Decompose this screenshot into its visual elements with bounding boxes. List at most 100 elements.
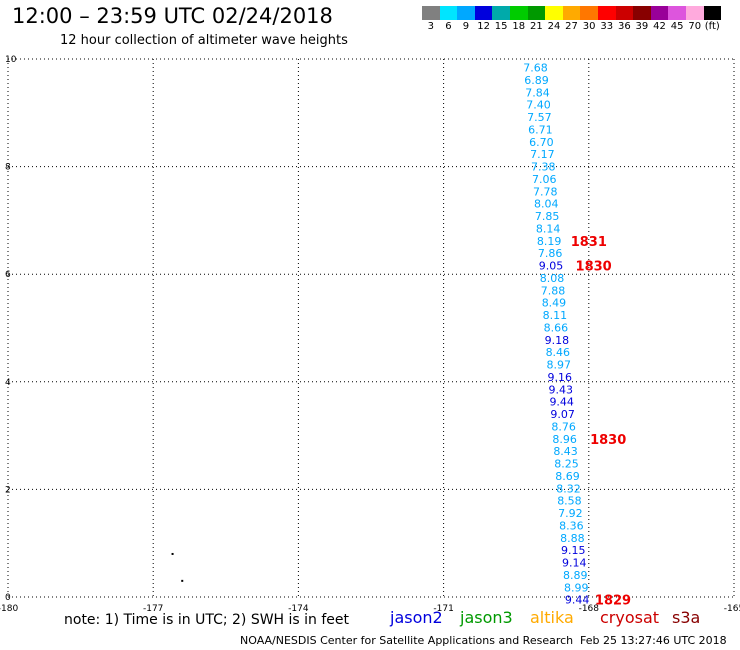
- wave-height-point: 8.36: [559, 519, 584, 532]
- y-tick-label: 10: [5, 55, 17, 65]
- x-tick-label: -174: [288, 604, 309, 614]
- y-tick-label: 0: [5, 593, 11, 603]
- x-tick-label: -168: [579, 604, 600, 614]
- satellite-name-cryosat: cryosat: [600, 608, 660, 627]
- wave-height-point: 7.17: [530, 148, 555, 161]
- legend-label: 24: [547, 21, 561, 32]
- time-label: 1830: [590, 433, 626, 448]
- wave-height-point: 9.44: [549, 396, 574, 409]
- legend-swatch: [685, 6, 704, 20]
- wave-height-point: 6.89: [524, 74, 549, 87]
- legend-label: 15: [494, 21, 508, 32]
- legend-swatch: [492, 6, 510, 20]
- wave-height-point: 9.16: [548, 371, 573, 384]
- track-marker: [181, 579, 184, 582]
- legend-swatch: [703, 6, 722, 20]
- wave-height-point: 9.43: [548, 383, 573, 396]
- wave-height-point: 8.43: [553, 445, 578, 458]
- legend-label: 30: [582, 21, 596, 32]
- legend-label: 9: [462, 21, 470, 32]
- wave-height-point: 7.84: [525, 86, 550, 99]
- y-tick-label: 6: [5, 270, 11, 280]
- color-legend: 3 6 9 12 15 18 21 24 27 30 33 36 39 42 45 70 (ft): [422, 6, 722, 32]
- legend-label: 33: [600, 21, 614, 32]
- y-tick-label: 4: [5, 378, 11, 388]
- wave-height-point: 8.49: [542, 297, 567, 310]
- wave-height-point: 8.11: [543, 309, 568, 322]
- wave-height-point: 7.92: [558, 507, 583, 520]
- timestamp-text: Feb 25 13:27:46 UTC 2018: [580, 634, 727, 647]
- wave-height-point: 8.76: [551, 420, 576, 433]
- legend-label: 39: [635, 21, 649, 32]
- wave-height-point: 9.44: [565, 594, 590, 607]
- wave-height-point: 8.58: [557, 495, 582, 508]
- legend-label: 36: [617, 21, 631, 32]
- legend-swatches: [422, 6, 722, 20]
- wave-height-point: 8.96: [552, 433, 577, 446]
- legend-label: 3: [427, 21, 434, 32]
- legend-swatch: [545, 6, 563, 20]
- credit-text: NOAA/NESDIS Center for Satellite Applica…: [240, 634, 574, 647]
- legend-swatch: [650, 6, 669, 20]
- x-tick-label: -177: [143, 604, 163, 614]
- y-tick-label: 2: [5, 485, 11, 495]
- wave-height-point: 8.89: [563, 569, 588, 582]
- wave-height-point: 7.86: [538, 247, 563, 260]
- legend-swatch: [457, 6, 475, 20]
- time-label: 1829: [595, 594, 631, 609]
- legend-label: 27: [565, 21, 578, 32]
- wave-height-point: 6.70: [529, 136, 554, 149]
- x-tick-label: -165: [724, 604, 740, 614]
- wave-height-point: 8.14: [536, 222, 561, 235]
- wave-height-point: 7.88: [541, 284, 566, 297]
- wave-height-point: 8.04: [534, 198, 559, 211]
- page-title: 12:00 – 23:59 UTC 02/24/2018: [12, 4, 333, 28]
- satellite-name-jason3: jason3: [460, 608, 513, 627]
- legend-swatch: [615, 6, 634, 20]
- wave-height-point: 8.19: [537, 235, 562, 248]
- wave-height-point: 7.68: [523, 62, 548, 75]
- wave-height-point: 8.08: [540, 272, 565, 285]
- wave-height-point: 6.71: [528, 123, 553, 136]
- wave-height-point: 8.32: [556, 482, 581, 495]
- legend-swatch: [633, 6, 651, 20]
- x-tick-label: -171: [433, 604, 453, 614]
- legend-swatch: [580, 6, 598, 20]
- wave-height-point: 9.07: [550, 408, 575, 421]
- legend-swatch: [527, 6, 546, 20]
- legend-label: 45: [670, 21, 684, 32]
- wave-height-point: 8.99: [564, 581, 589, 594]
- wave-height-point: 8.46: [546, 346, 571, 359]
- y-tick-label: 8: [5, 163, 11, 173]
- wave-height-point: 9.15: [561, 544, 586, 557]
- legend-swatch: [509, 6, 528, 20]
- wave-height-point: 9.14: [562, 557, 587, 570]
- legend-labels: 3 6 9 12 15 18 21 24 27 30 33 36 39 42 45 70 (ft): [422, 21, 721, 32]
- satellite-name-jason2: jason2: [390, 608, 443, 627]
- legend-swatch: [668, 6, 686, 20]
- footer-note: note: 1) Time is in UTC; 2) SWH is in fe…: [64, 612, 350, 628]
- wave-height-point: 8.69: [555, 470, 580, 483]
- legend-label: 12: [477, 21, 490, 32]
- time-label: 1831: [571, 235, 607, 250]
- satellite-name-s3a: s3a: [672, 608, 701, 627]
- x-tick-label: -180: [0, 604, 18, 614]
- legend-swatch: [597, 6, 616, 20]
- wave-height-point: 7.78: [533, 185, 558, 198]
- wave-height-point: 7.06: [532, 173, 557, 186]
- legend-label: 70: [688, 21, 702, 32]
- wave-height-point: 8.25: [554, 458, 579, 471]
- page-subtitle: 12 hour collection of altimeter wave hei…: [60, 33, 348, 48]
- legend-label: (ft): [704, 21, 720, 32]
- wave-height-point: 7.38: [531, 161, 556, 174]
- wave-height-point: 9.05: [539, 260, 564, 273]
- wave-height-point: 7.85: [535, 210, 560, 223]
- legend-swatch: [422, 6, 440, 20]
- wave-height-point: 8.66: [544, 321, 569, 334]
- legend-label: 6: [445, 21, 452, 32]
- satellite-name-altika: altika: [530, 608, 574, 627]
- legend-swatch: [439, 6, 458, 20]
- legend-label: 21: [529, 21, 543, 32]
- wave-height-point: 8.88: [560, 532, 585, 545]
